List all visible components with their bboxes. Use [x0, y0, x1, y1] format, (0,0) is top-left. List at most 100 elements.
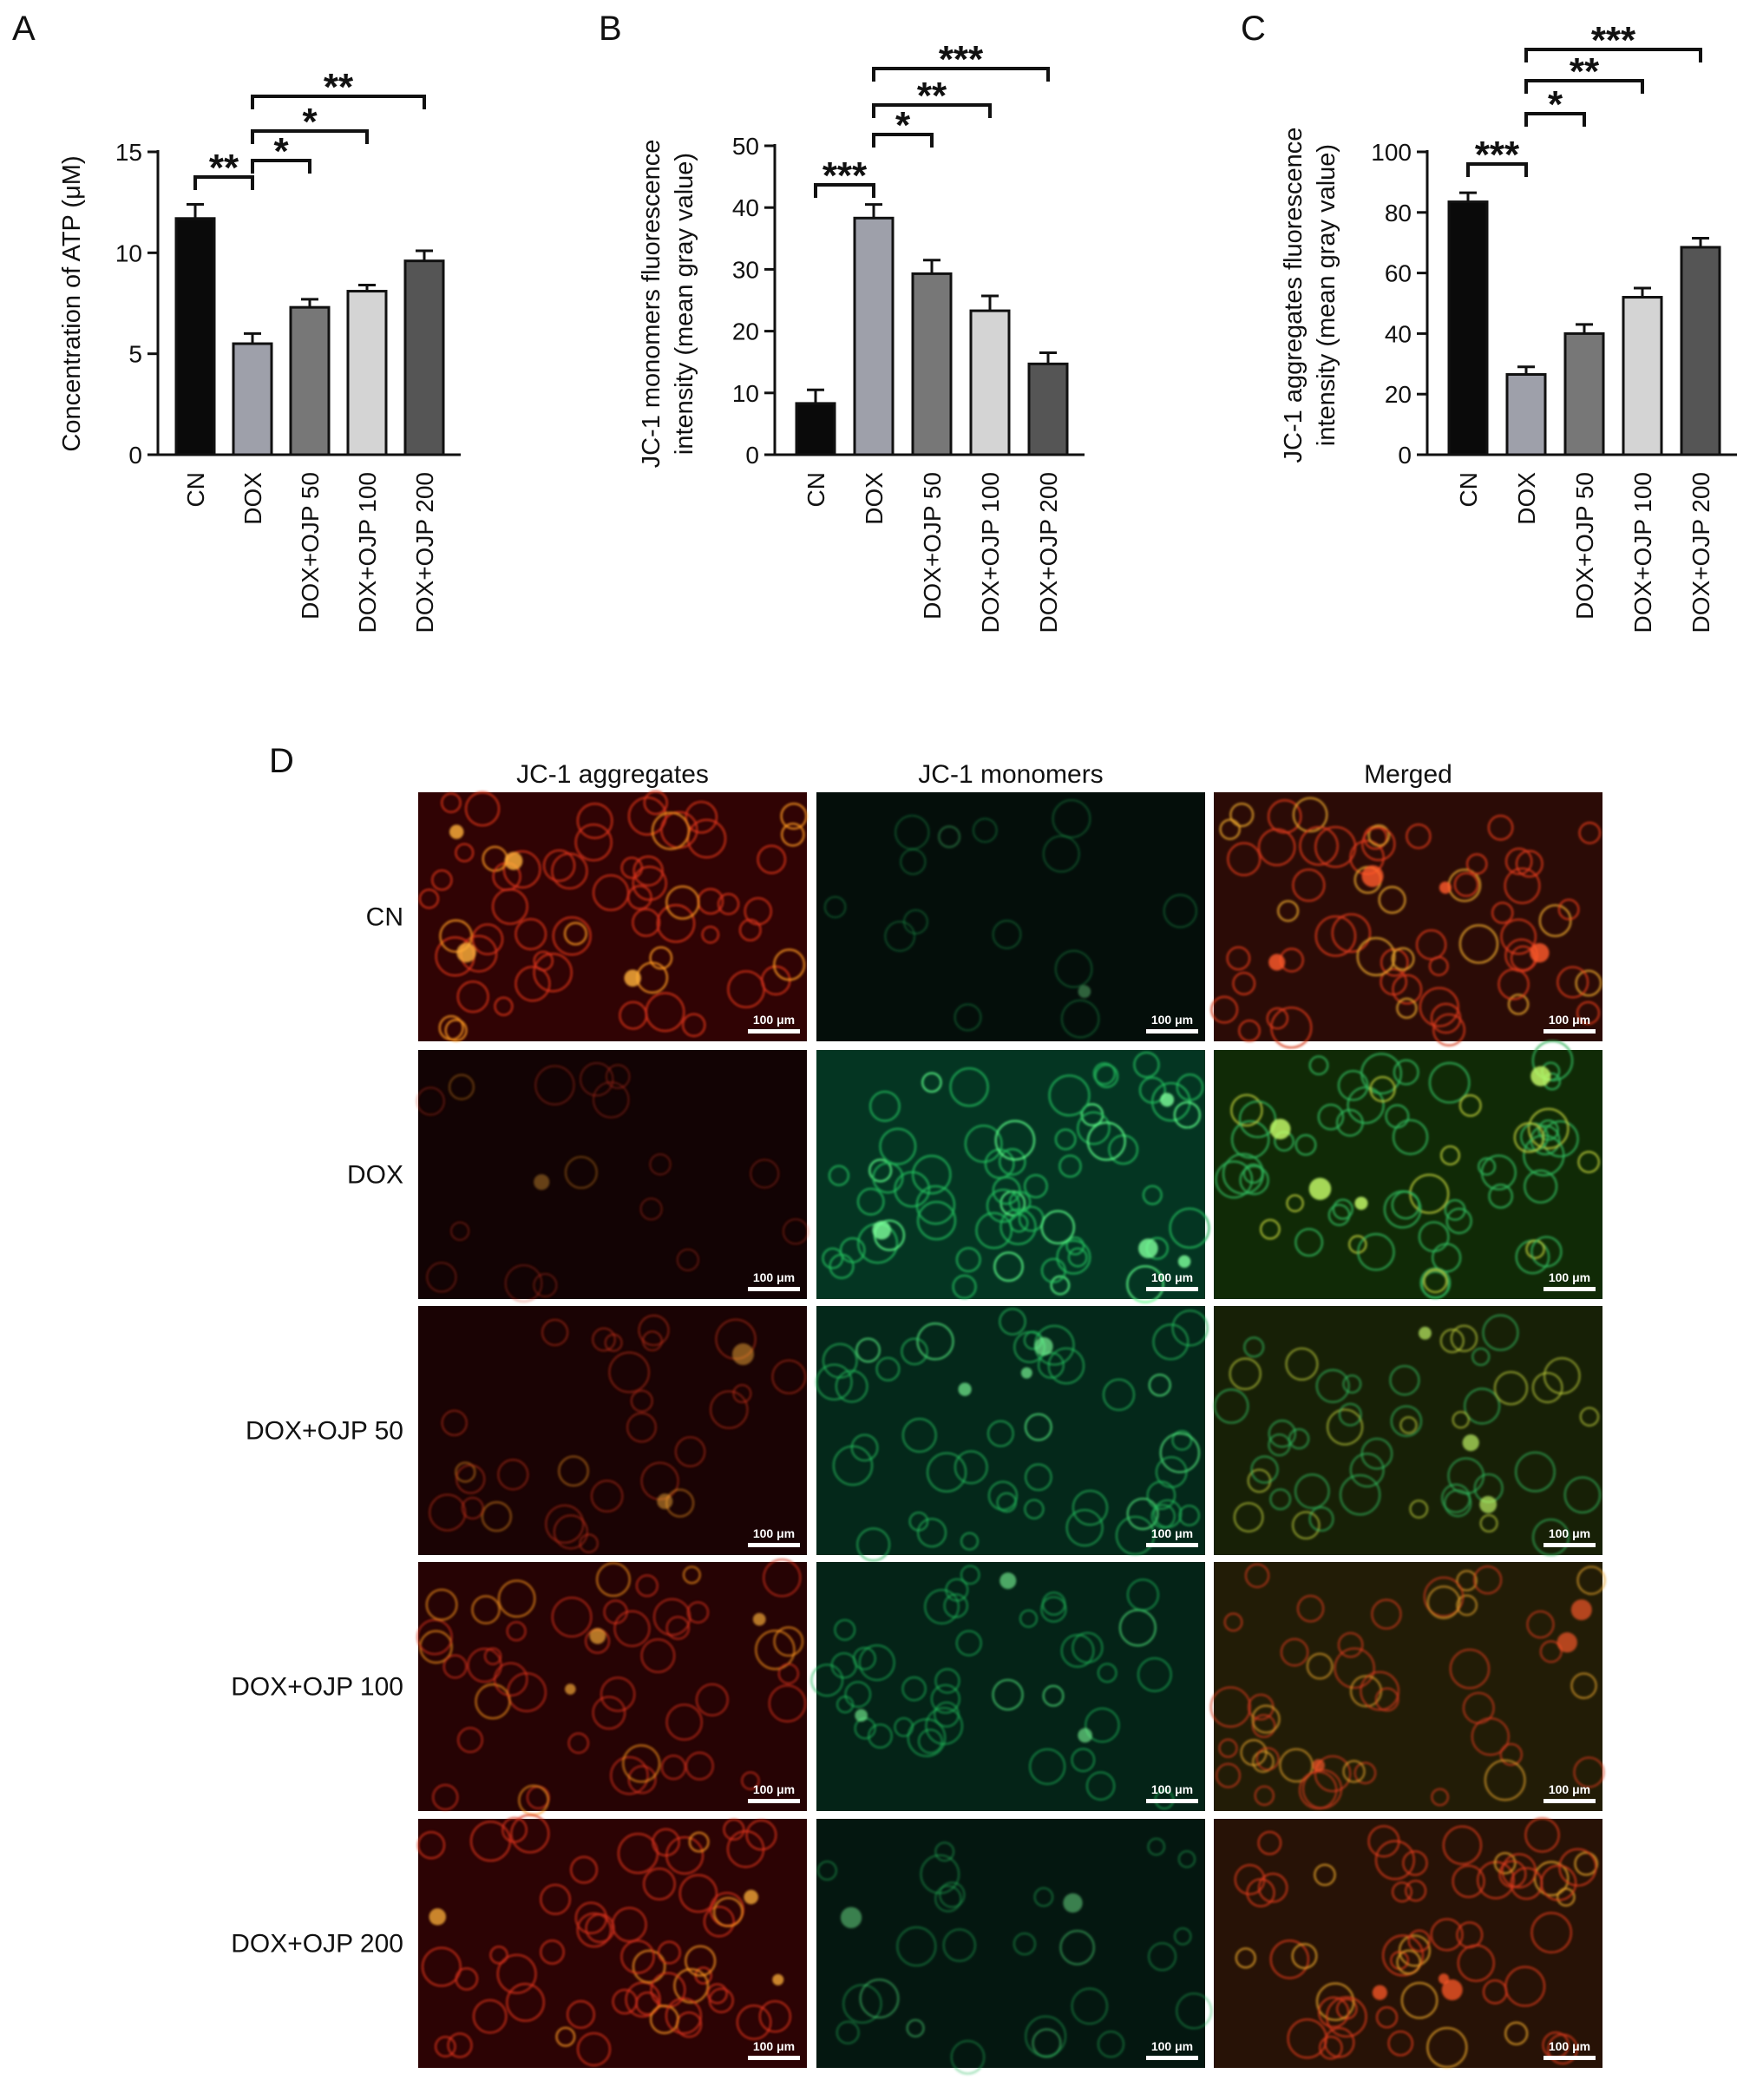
cell-ring	[1357, 1232, 1395, 1271]
cell-ring	[773, 948, 806, 981]
cell-ring	[954, 1450, 988, 1485]
cell-ring	[456, 1727, 483, 1754]
cell-ring	[930, 1683, 960, 1715]
cell-ring	[649, 946, 673, 970]
cell-ring	[1138, 1076, 1166, 1104]
cell-ring	[1444, 1489, 1472, 1518]
cell-ring	[780, 802, 808, 830]
category-label: DOX+OJP 100	[977, 472, 1004, 633]
chart-panel-b: 0 10 20 30 40 50 JC-1 monomers fluorescence int…	[638, 38, 1085, 633]
micrograph-background	[816, 1306, 1205, 1555]
cell-ring	[1458, 1093, 1482, 1118]
cell-ring	[855, 1527, 891, 1562]
bright-spot	[565, 1683, 576, 1695]
cell-ring	[1257, 828, 1296, 867]
y-axis-label: Concentration of ATP (μM)	[58, 155, 86, 451]
cell-ring	[497, 1579, 536, 1618]
cell-ring	[816, 1860, 838, 1881]
significance-bracket	[193, 175, 254, 190]
bright-spot	[999, 1572, 1017, 1590]
cell-ring	[998, 1148, 1026, 1176]
bright-spot	[1160, 1093, 1175, 1107]
cell-ring	[639, 1197, 663, 1221]
cell-ring	[917, 1729, 943, 1755]
cell-ring	[674, 1435, 706, 1467]
scale-bar-label: 100 μm	[1151, 1782, 1193, 1796]
cell-ring	[867, 1723, 893, 1749]
cell-ring	[1507, 994, 1530, 1015]
cell-ring	[1210, 995, 1239, 1024]
cell-ring	[1530, 1236, 1563, 1268]
cell-ring	[493, 1662, 528, 1697]
cell-ring	[757, 844, 787, 875]
cell-ring	[1575, 969, 1602, 997]
cell-ring	[1326, 1408, 1364, 1446]
cell-ring	[955, 1630, 982, 1657]
cell-ring	[1353, 1762, 1377, 1785]
cell-ring	[1383, 1190, 1422, 1229]
cell-ring	[1177, 1850, 1196, 1868]
cell-ring	[591, 1327, 616, 1352]
cell-ring	[916, 1200, 957, 1241]
cell-ring	[960, 1532, 980, 1551]
cell-ring	[632, 865, 667, 902]
significance-label: ***	[823, 154, 868, 197]
cell-ring	[1399, 1415, 1418, 1434]
cell-ring	[497, 1459, 529, 1491]
significance-label: ***	[1591, 19, 1636, 62]
cell-ring	[1400, 1981, 1439, 2019]
cell-ring	[836, 2020, 860, 2044]
cell-ring	[736, 2004, 772, 2040]
cell-ring	[1052, 798, 1091, 839]
cell-ring	[1381, 1934, 1425, 1977]
cell-ring	[1426, 2026, 1468, 2069]
cell-ring	[609, 1755, 649, 1795]
cell-ring	[1482, 1979, 1508, 2005]
cell-ring	[1243, 1336, 1265, 1358]
cell-ring	[431, 869, 453, 891]
cell-ring	[1393, 1059, 1419, 1086]
significance-bracket	[1524, 79, 1644, 94]
cell-ring	[701, 925, 720, 944]
y-tick-label: 0	[1398, 442, 1412, 469]
bright-spot	[534, 1174, 550, 1191]
cell-ring	[1453, 871, 1479, 897]
cell-ring	[723, 1818, 745, 1841]
cell-ring	[1244, 1563, 1270, 1589]
cell-ring	[1396, 997, 1418, 1020]
cell-ring	[1306, 1652, 1334, 1680]
cell-ring	[1054, 949, 1093, 988]
significance-label: **	[324, 66, 354, 108]
cell-texture	[823, 798, 1198, 1039]
cell-ring	[579, 1061, 614, 1097]
cell-ring	[954, 1003, 982, 1032]
cell-ring	[1314, 1755, 1352, 1793]
cell-ring	[1493, 1852, 1517, 1874]
cell-texture	[822, 1051, 1210, 1303]
cell-ring	[1240, 1739, 1268, 1767]
y-tick-label: 20	[1385, 381, 1412, 408]
cell-ring	[1557, 1887, 1576, 1907]
cell-ring	[975, 1211, 1013, 1250]
cell-ring	[483, 1647, 502, 1665]
cell-ring	[1294, 1473, 1330, 1510]
cell-ring	[952, 1274, 977, 1300]
cell-ring	[984, 1148, 1015, 1179]
cell-ring	[510, 1814, 550, 1854]
cell-ring	[600, 1677, 636, 1712]
cell-ring	[1233, 1501, 1264, 1532]
category-label: DOX+OJP 50	[1571, 472, 1598, 620]
cell-ring	[768, 1684, 807, 1723]
micrograph-background	[418, 1819, 807, 2068]
significance-label: ***	[1475, 134, 1520, 176]
cell-ring	[916, 1322, 954, 1361]
bright-spot	[1530, 942, 1550, 963]
micrograph-tile: 100 μm	[816, 1050, 1210, 1303]
cell-ring	[1042, 835, 1080, 873]
row-header: DOX+OJP 200	[231, 1930, 403, 1959]
cell-ring	[1308, 1506, 1334, 1532]
cell-ring	[455, 1464, 486, 1494]
micrograph-background	[418, 792, 807, 1041]
cell-ring	[745, 1819, 777, 1851]
cell-ring	[1230, 1093, 1263, 1127]
